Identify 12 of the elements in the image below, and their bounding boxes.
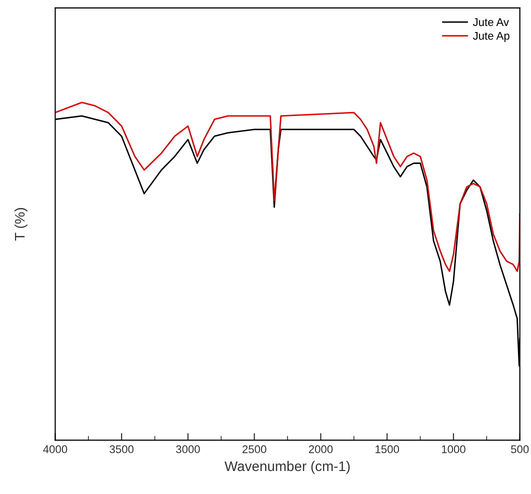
x-tick-label: 2000 <box>308 445 333 454</box>
x-tick-label: 1500 <box>376 445 400 454</box>
x-tick-label: 4000 <box>43 445 68 454</box>
x-tick-label: 2500 <box>242 445 266 454</box>
x-tick-label: 3500 <box>110 445 134 454</box>
x-axis-title: Wavenumber (cm-1) <box>224 460 350 474</box>
x-tick-label: 500 <box>511 445 529 454</box>
legend-label: Jute Ap <box>472 32 510 42</box>
y-axis-title: T (%) <box>14 208 28 241</box>
legend-label: Jute Av <box>472 18 509 26</box>
x-tick-label: 3000 <box>176 445 200 454</box>
x-tick-label: 1000 <box>442 445 466 454</box>
